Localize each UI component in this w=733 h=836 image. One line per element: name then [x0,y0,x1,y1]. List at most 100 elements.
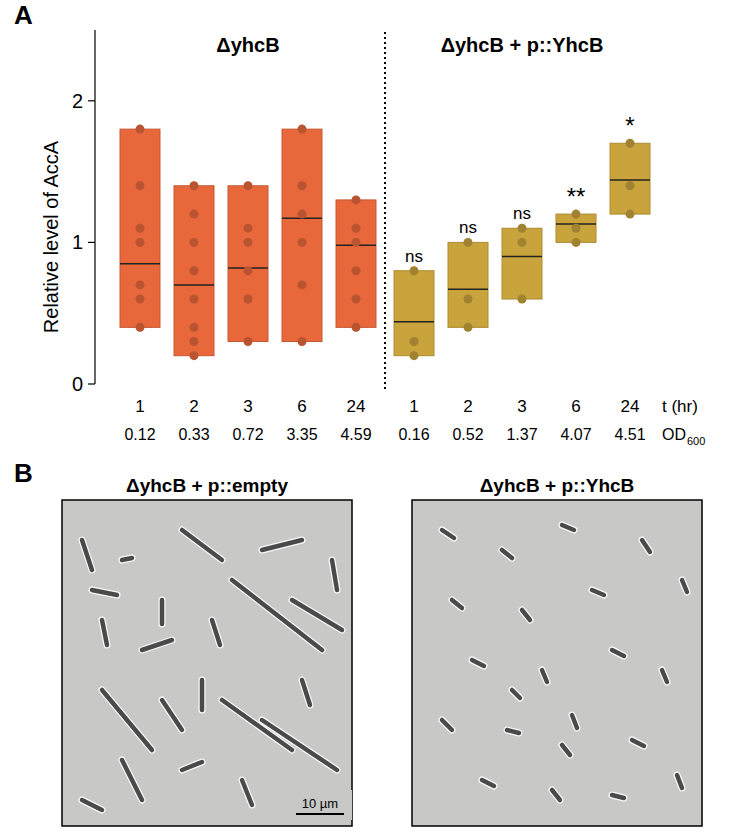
data-point [410,337,419,346]
cell-halo [199,680,206,710]
x-tick-label: 3 [243,397,252,416]
y-tick-label: 0 [72,373,83,395]
data-point [572,224,581,233]
median [120,263,160,265]
x-tick-label: 1 [409,397,418,416]
cell-halo [632,740,644,746]
data-point [244,224,253,233]
cell [122,760,142,800]
x-tick-label: 24 [621,397,640,416]
cell [677,775,682,788]
data-point [244,181,253,190]
scale-bar-bg [290,790,352,820]
data-point [410,266,419,275]
cell-halo [612,795,624,798]
box [336,200,376,327]
data-point [518,224,527,233]
cell [122,558,132,560]
separator [384,32,386,392]
data-point [190,337,199,346]
panel-letter: A [14,0,33,30]
cell [82,540,92,570]
y-axis-title: Relative level of AccA [40,140,62,333]
data-point [572,238,581,247]
data-point [244,238,253,247]
od-label: 3.35 [286,426,317,443]
box [228,186,268,342]
cell [182,530,222,560]
cell [612,650,624,656]
data-point [626,139,635,148]
data-point [464,295,473,304]
od-label: 4.07 [560,426,591,443]
cell-halo [332,560,337,590]
cell-halo [182,530,222,560]
data-point [190,295,199,304]
data-point [190,181,199,190]
data-point [190,238,199,247]
cell-halo [472,660,484,666]
cell-halo [262,720,337,770]
cell-halo [82,800,102,810]
micrograph [62,500,352,826]
od-label: 0.52 [452,426,483,443]
data-point [136,295,145,304]
od-label: 1.37 [506,426,537,443]
y-tick [88,100,95,101]
cell [592,590,604,595]
data-point [190,351,199,360]
data-point [136,125,145,134]
cell [200,680,205,710]
y-axis [94,30,95,384]
box [174,186,214,356]
data-point [136,224,145,233]
cell [562,745,570,755]
cell-halo [612,650,624,656]
significance: ns [405,247,423,266]
cell [182,762,202,770]
significance: ns [513,204,531,223]
cell [102,620,107,645]
cell [442,530,454,538]
data-point [352,295,361,304]
data-point [298,125,307,134]
data-point [298,238,307,247]
cell [472,660,484,666]
cell [522,610,530,620]
data-point [244,337,253,346]
cell-halo [159,600,166,624]
od-label: 0.33 [178,426,209,443]
od-axis-title: OD [662,426,686,443]
box [394,271,434,356]
od-label: 0.72 [232,426,263,443]
cell-halo [222,700,292,750]
cell-halo [262,540,302,550]
data-point [626,210,635,219]
od-label: 4.59 [340,426,371,443]
cell-halo [562,525,574,530]
data-point [352,195,361,204]
cell [572,715,577,728]
cell [632,740,644,746]
data-point [518,238,527,247]
data-point [352,238,361,247]
group-title: ΔyhcB [216,34,279,56]
data-point [410,351,419,360]
cell-halo [522,610,530,620]
cell-halo [502,550,512,558]
cell [332,560,337,590]
data-point [190,266,199,275]
cell-halo [122,558,132,560]
cell-halo [552,790,560,800]
od-label: 4.51 [614,426,645,443]
od-label: 0.16 [398,426,429,443]
x-tick-label: 24 [347,397,366,416]
cell-halo [677,775,682,788]
median [610,179,650,181]
y-tick-label: 2 [72,90,83,112]
median [448,288,488,290]
cell [292,600,342,630]
figure: A012Relative level of AccAΔyhcB10.1220.3… [0,0,733,836]
cell-halo [507,730,519,733]
micrograph [412,500,702,826]
